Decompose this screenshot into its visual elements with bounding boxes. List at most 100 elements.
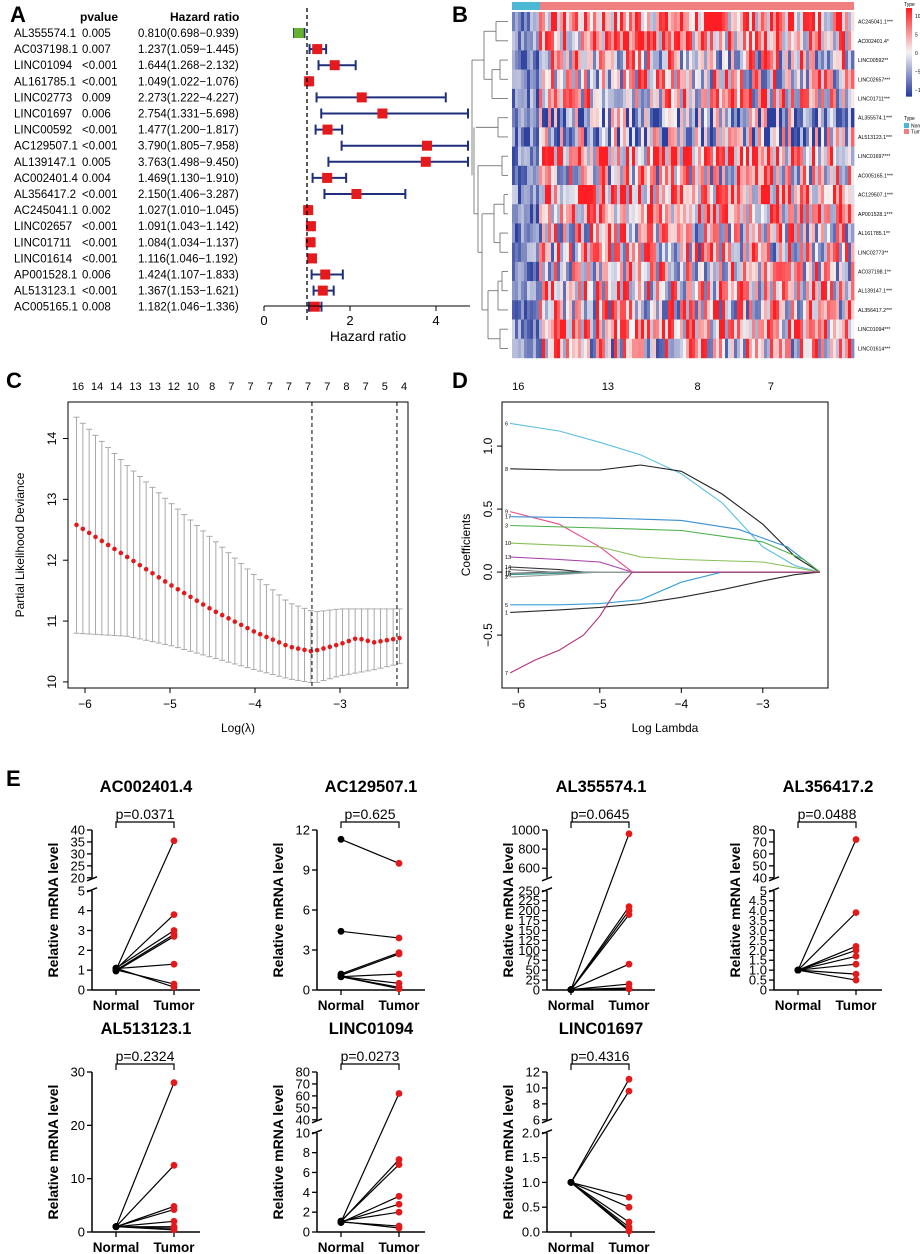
heatmap-cell (713, 165, 717, 186)
heatmap-cell (767, 319, 771, 339)
paired-points (794, 836, 860, 984)
heatmap-cell (776, 31, 780, 51)
heatmap-cell (596, 300, 600, 320)
heatmap-cell (539, 281, 543, 301)
paired-y-tick-label: 0 (78, 983, 85, 998)
forest-gene: AC129507.1 (14, 141, 78, 153)
heatmap-cell (650, 50, 654, 70)
heatmap-cell (818, 108, 822, 128)
heatmap-cell (752, 12, 756, 32)
heatmap-cell (704, 12, 708, 32)
heatmap-cell (545, 261, 549, 282)
heatmap-row (512, 50, 855, 70)
heatmap-cell (674, 319, 678, 339)
heatmap-cell (755, 69, 759, 90)
cv-mean-point (162, 579, 168, 584)
heatmap-cell (668, 88, 672, 109)
heatmap-cell (791, 338, 795, 359)
cv-mean-point (257, 631, 263, 637)
heatmap-cell (713, 12, 717, 32)
heatmap-row-label: AC002401.4* (858, 39, 889, 45)
heatmap-type-normal (512, 2, 540, 10)
heatmap-cell (683, 185, 687, 205)
heatmap-cell (800, 223, 804, 243)
paired-tumor-point (395, 1161, 403, 1168)
forest-gene: LINC02773 (14, 92, 72, 104)
heatmap-cell (851, 31, 855, 51)
heatmap-cell (668, 108, 672, 128)
heatmap-cell (653, 146, 657, 166)
heatmap-cell (605, 88, 609, 109)
paired-line (797, 969, 857, 975)
heatmap-cell (767, 185, 771, 205)
coef-y-tick-label: −0.5 (481, 623, 495, 647)
heatmap-cell (848, 69, 852, 90)
heatmap-cell (758, 319, 762, 339)
heatmap-cell (674, 108, 678, 128)
heatmap-cell (701, 338, 705, 359)
heatmap-cell (590, 281, 594, 301)
paired-tumor-point (625, 1075, 633, 1083)
heatmap-cell (635, 69, 639, 90)
coef-path-line (510, 464, 821, 573)
heatmap-cell (743, 31, 747, 51)
heatmap-cell (527, 281, 531, 301)
heatmap-cell (629, 31, 633, 51)
heatmap-cell (536, 300, 540, 320)
heatmap-cell (575, 146, 579, 166)
paired-title: AL513123.1 (101, 1020, 192, 1038)
cv-y-tick-label: 11 (45, 615, 59, 628)
heatmap-cell (518, 12, 522, 32)
heatmap-cell (626, 281, 630, 301)
heatmap-cell (629, 242, 633, 263)
heatmap-cell (692, 88, 696, 109)
heatmap-cell (767, 261, 771, 282)
heatmap-cell (644, 300, 648, 320)
heatmap-cell (749, 185, 753, 205)
heatmap-cell (647, 319, 651, 339)
heatmap-cell (605, 146, 609, 166)
heatmap-cell (680, 223, 684, 243)
heatmap-cell (719, 50, 723, 70)
heatmap-cell (536, 127, 540, 147)
heatmap-cell (521, 338, 525, 359)
heatmap-cell (821, 50, 825, 70)
heatmap-cell (656, 69, 660, 90)
heatmap-cell (683, 319, 687, 339)
heatmap-cell (743, 69, 747, 90)
heatmap-row-label: AL139147.1*** (858, 289, 892, 295)
heatmap-cell (635, 338, 639, 359)
heatmap-cell (833, 50, 837, 70)
heatmap-cell (578, 261, 582, 282)
heatmap-cell (761, 319, 765, 339)
paired-y-tick-label: 10 (296, 1125, 310, 1140)
heatmap-cell (659, 261, 663, 282)
heatmap-cell (812, 261, 816, 282)
heatmap-cell (710, 146, 714, 166)
heatmap-cell (812, 50, 816, 70)
paired-y-tick-label: 100 (518, 943, 540, 958)
heatmap-cell (623, 261, 627, 282)
heatmap-cell (662, 204, 666, 224)
heatmap-cell (779, 242, 783, 263)
heatmap-cell (797, 242, 801, 263)
heatmap-cell (641, 50, 645, 70)
heatmap-cell (572, 223, 576, 243)
heatmap-cell (650, 127, 654, 147)
heatmap-cell (623, 281, 627, 301)
heatmap-cell (605, 165, 609, 186)
heatmap-cell (728, 31, 732, 51)
heatmap-cell (650, 31, 654, 51)
heatmap-cell (734, 69, 738, 90)
heatmap-cell (746, 204, 750, 224)
heatmap-cell (821, 165, 825, 186)
heatmap-cell (740, 300, 744, 320)
heatmap-cell (716, 319, 720, 339)
heatmap-cell (830, 338, 834, 359)
heatmap-cell (680, 108, 684, 128)
heatmap-cell (731, 165, 735, 186)
cv-mean-point (302, 647, 307, 653)
heatmap-cell (728, 338, 732, 359)
paired-tumor-point (395, 1200, 403, 1208)
forest-gene: LINC01094 (14, 60, 73, 72)
